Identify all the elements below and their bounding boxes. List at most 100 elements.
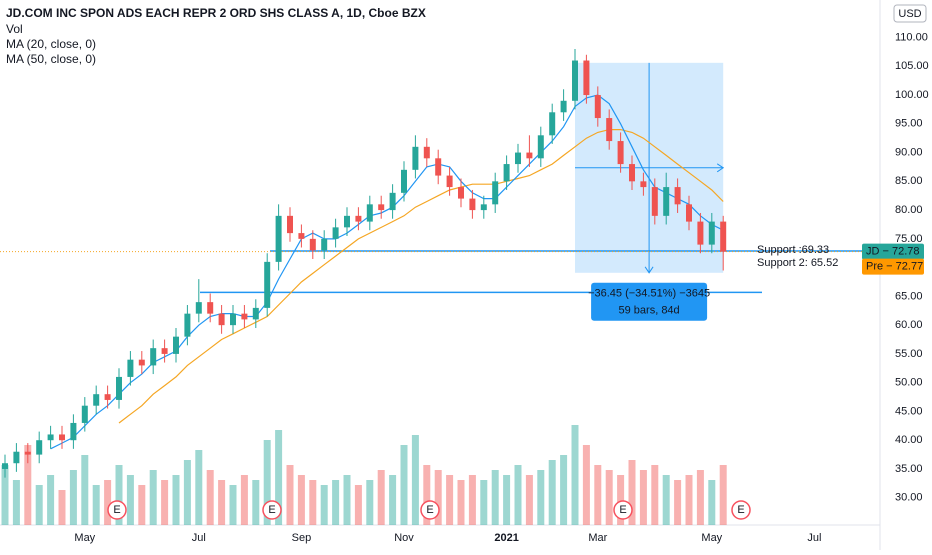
candle-body [480,204,487,211]
candle-body [640,181,647,188]
support-label: Support 2: 65.52 [757,257,838,269]
volume-bar [81,455,89,525]
volume-bar [218,480,226,525]
y-tick-label: 60.00 [895,319,923,331]
candle-body [366,204,373,222]
candle-body [503,164,510,182]
candle-body [469,198,476,211]
volume-bar [172,475,180,525]
currency-box[interactable] [893,4,927,23]
y-tick-label: 30.00 [895,492,923,504]
x-tick-label: Sep [292,532,312,544]
volume-bar [263,440,271,525]
y-tick-label: 95.00 [895,118,923,130]
volume-bar [389,475,397,525]
volume-bar [320,485,328,525]
volume-bar [252,480,260,525]
candle-body [720,221,727,252]
candle-body [70,422,77,441]
volume-bar [377,470,385,525]
earnings-label: E [737,504,744,516]
candle-body [708,221,715,245]
currency[interactable]: USD [898,8,921,20]
candle-body [287,215,293,234]
candle-body [298,233,305,239]
candle-body [686,204,692,222]
y-tick-label: 110.00 [895,31,928,43]
candle-body [13,451,20,464]
y-tick-label: 80.00 [895,204,923,216]
x-tick-label: Jul [807,532,821,544]
candle-body [138,359,145,366]
candle-body [59,434,65,441]
x-tick-label: Jul [192,532,206,544]
candle-body [389,192,396,211]
volume-bar [24,445,32,525]
candle-body [218,313,225,326]
volume-bar [104,480,112,525]
volume-bar [400,445,408,525]
volume-bar [286,465,294,525]
volume-bar [332,480,340,525]
y-tick-label: 55.00 [895,348,923,360]
chart-title: JD.COM INC SPON ADS EACH REPR 2 ORD SHS … [6,6,426,20]
volume-bar [571,425,579,525]
x-tick-label: Mar [588,532,607,544]
candle-layer [0,49,880,478]
volume-bar [537,470,545,525]
earnings-marker [731,500,751,520]
volume-bar [161,480,169,525]
volume-bar [446,475,454,525]
y-tick-label: 100.00 [895,89,929,101]
candle-body [526,152,533,159]
volume-bar [651,465,659,525]
volume-bar [525,475,533,525]
volume-bar [548,460,556,525]
earnings-label: E [268,504,275,516]
volume-bar [297,475,305,525]
candle-body [195,302,202,314]
candle-body [81,405,88,423]
candle-body [572,60,578,101]
candle-body [184,313,191,337]
candle-body [127,359,134,377]
volume-bar [149,470,157,525]
volume-bar [434,470,442,525]
candle-body [116,376,122,400]
volume-bar [309,480,317,525]
volume-bar [206,470,214,525]
candle-body [617,141,624,165]
volume-bar [115,465,123,525]
candle-body [355,215,362,222]
y-tick-label: 105.00 [895,60,929,72]
measure-arrow [644,266,654,274]
volume-bar [275,430,283,525]
volume-bar [628,460,636,525]
candle-body [594,95,601,119]
volume-bar [69,470,77,525]
volume-bar [126,475,134,525]
y-tick-label: 65.00 [895,290,923,302]
legend-entry: MA (50, close, 0) [6,52,96,66]
earnings-marker [420,500,440,520]
volume-bar [719,465,727,525]
x-tick-label: May [74,532,95,544]
candle-body [378,204,385,211]
volume-bar [708,480,716,525]
volume-bar [240,475,248,525]
candle-body [401,169,407,193]
x-tick-label: 2021 [494,532,518,544]
volume-bar [560,455,568,525]
moving-average [50,94,724,450]
candle-body [606,118,613,142]
earnings-marker [107,500,127,520]
x-tick-label: May [701,532,722,544]
volume-bar [183,460,191,525]
candle-body [549,112,556,136]
candle-body [207,302,214,314]
earnings-label: E [619,504,626,516]
volume-bar [354,485,362,525]
candle-body [309,238,316,251]
volume-bar [195,450,203,525]
